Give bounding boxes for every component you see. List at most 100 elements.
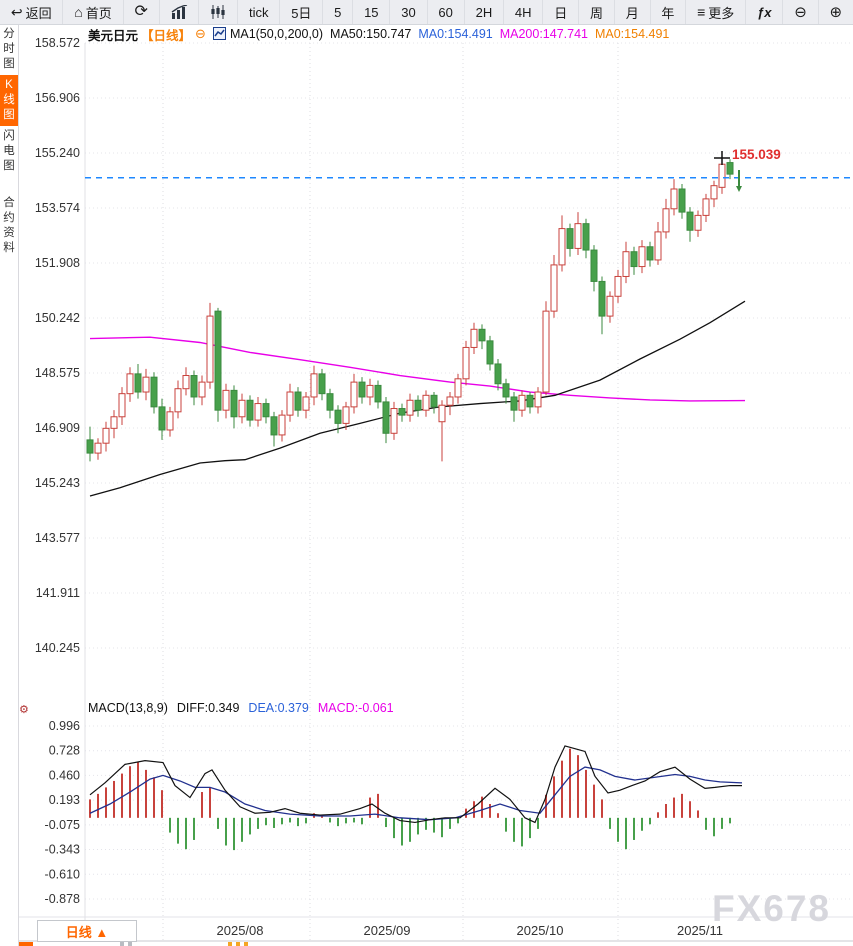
back-button[interactable]: ↩ 返回 [0, 0, 64, 24]
bottom-strip-mark [15, 942, 33, 946]
candle-body [318, 373, 326, 395]
candle-body [102, 427, 110, 444]
price-axis-label: 146.909 [35, 421, 80, 435]
sidebar-item-contract-info[interactable]: 合约资料 [3, 197, 15, 254]
period-4h-button[interactable]: 4H [504, 0, 544, 24]
refresh-icon: ⟳ [134, 3, 148, 20]
price-axis-label: 148.575 [35, 366, 80, 380]
bottom-strip-mark [244, 942, 248, 946]
home-button[interactable]: ⌂ 首页 [63, 0, 124, 24]
sidebar-item-lightning[interactable]: 闪电图 [3, 130, 15, 172]
macd-axis-label: -0.075 [45, 818, 80, 832]
zoom-in-icon: ⊕ [829, 3, 843, 21]
date-axis-label: 2025/09 [364, 923, 411, 938]
bar-chart-view-button[interactable] [160, 0, 200, 24]
zoom-out-button[interactable]: ⊖ [783, 0, 819, 24]
sidebar-gap [0, 177, 18, 193]
chart-type-sidebar: 分时图 K线图 闪电图 合约资料 [0, 24, 19, 946]
price-axis-label: 143.577 [35, 531, 80, 545]
candle-body [270, 416, 278, 436]
period-5day-button[interactable]: 5日 [280, 0, 324, 24]
period-month-button[interactable]: 月 [615, 0, 651, 24]
date-axis-label: 2025/10 [517, 923, 564, 938]
candle-body [358, 381, 366, 398]
macd-dea-line [89, 766, 743, 821]
chart-header: 美元日元 【日线】 ⊖ MA1(50,0,200,0) MA50:150.747 M… [88, 26, 669, 43]
candle-body [126, 373, 134, 395]
candle-body [94, 442, 102, 454]
tick-period-button[interactable]: tick [238, 0, 281, 24]
macd-settings-gear-icon[interactable]: ⚙ [19, 704, 29, 716]
candle-body [726, 162, 734, 175]
period-5min-button[interactable]: 5 [323, 0, 354, 24]
period-day-button[interactable]: 日 [543, 0, 580, 24]
candle-body [606, 295, 614, 317]
candle-body [390, 408, 398, 434]
candle-body [254, 403, 262, 421]
price-axis-label: 158.572 [35, 36, 80, 50]
macd-axis-label: 0.193 [49, 793, 80, 807]
candle-body [502, 383, 510, 398]
candle-body [182, 375, 190, 390]
candle-body [406, 399, 414, 416]
date-axis-label: 2025/08 [217, 923, 264, 938]
candlestick-icon [210, 5, 226, 19]
candle-body [430, 394, 438, 408]
price-axis-label: 153.574 [35, 201, 80, 215]
candle-body [246, 399, 254, 421]
candle-body [542, 310, 550, 393]
sidebar-item-time-share[interactable]: 分时图 [3, 28, 15, 70]
menu-icon: ≡ [697, 4, 706, 20]
home-icon: ⌂ [74, 4, 83, 20]
candle-body [686, 211, 694, 231]
period-2h-button[interactable]: 2H [465, 0, 505, 24]
period-year-button[interactable]: 年 [651, 0, 687, 24]
price-axis-label: 156.906 [35, 91, 80, 105]
period-60min-button[interactable]: 60 [428, 0, 465, 24]
candle-body [590, 249, 598, 282]
macd-axis-label: 0.996 [49, 719, 80, 733]
price-axis-label: 140.245 [35, 641, 80, 655]
macd-axis-label: 0.460 [49, 768, 80, 782]
bottom-strip-mark [228, 942, 232, 946]
sidebar-item-kline[interactable]: K线图 [0, 75, 18, 126]
candle-body [478, 328, 486, 342]
refresh-button[interactable]: ⟳ [124, 0, 160, 24]
candle-body [518, 394, 526, 411]
period-15min-button[interactable]: 15 [353, 0, 391, 24]
macd-value: MACD:-0.061 [317, 701, 394, 715]
macd-axis-label: -0.878 [45, 892, 80, 906]
macd-header: MACD(13,8,9) DIFF:0.349 DEA:0.379 MACD:-… [88, 701, 394, 715]
period-week-button[interactable]: 周 [579, 0, 615, 24]
candle-body [158, 406, 166, 431]
candle-body [558, 228, 566, 266]
candle-body [662, 208, 670, 233]
zoom-in-button[interactable]: ⊕ [819, 0, 853, 24]
period-30min-button[interactable]: 30 [390, 0, 428, 24]
macd-diff-value: DIFF:0.349 [176, 701, 240, 715]
candle-body [342, 406, 350, 424]
candlestick-view-button[interactable] [199, 0, 239, 24]
candle-body [710, 185, 718, 200]
indicator-fx-button[interactable]: ƒx [746, 0, 784, 24]
candle-body [166, 411, 174, 431]
ma0-blue-value: MA0:154.491 [418, 27, 493, 41]
ma50-value: MA50:150.747 [330, 27, 412, 41]
indicator-chart-icon [212, 27, 226, 41]
candle-body [470, 328, 478, 348]
more-button[interactable]: ≡ 更多 [686, 0, 747, 24]
back-arrow-icon: ↩ [10, 4, 23, 20]
candle-body [150, 376, 158, 408]
candle-body [550, 264, 558, 312]
candle-body [86, 439, 94, 454]
macd-axis-label: -0.610 [45, 867, 80, 881]
period-tag: 【日线】 [141, 28, 192, 43]
down-arrow-icon [736, 186, 742, 192]
candle-body [678, 188, 686, 213]
candle-body [326, 393, 334, 411]
candle-body [214, 310, 222, 411]
fx678-watermark: FX678 [712, 888, 832, 929]
collapse-icon[interactable]: ⊖ [195, 26, 206, 41]
period-tab-daily[interactable]: 日线 ▲ [37, 920, 137, 942]
